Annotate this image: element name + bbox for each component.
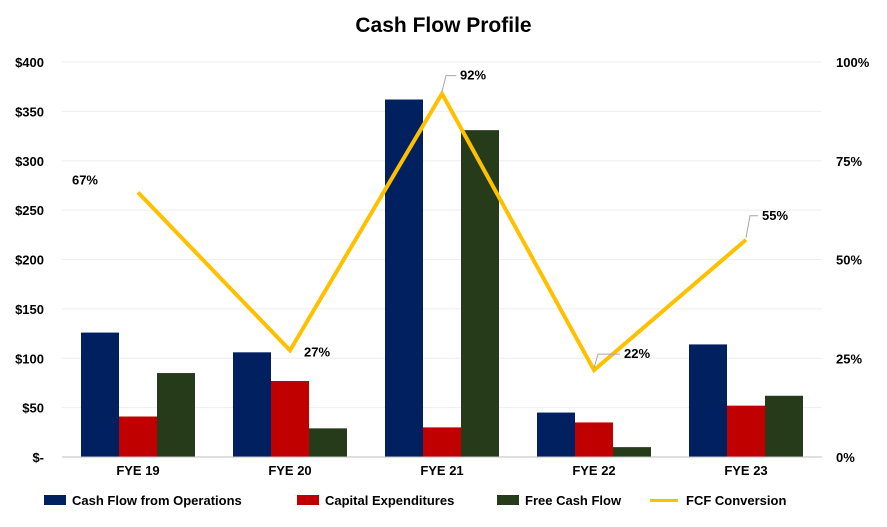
bar [157, 373, 195, 457]
fcf-conversion-line [136, 89, 748, 374]
legend-label: FCF Conversion [686, 492, 787, 508]
bar [423, 427, 461, 457]
legend-item-cash-flow-from-operations: Cash Flow from Operations [44, 490, 242, 510]
axes: $- $50 $100 $150 $200 $250 $300 $350 $400 0% 25% 50… [15, 55, 870, 478]
x-tick-label: FYE 23 [724, 463, 767, 478]
fcf-conversion-polyline [136, 89, 748, 374]
bar [271, 380, 309, 457]
y-right-tick-label: 100% [836, 55, 870, 70]
fcf-conversion-data-label: 67% [72, 172, 98, 187]
y-left-tick-label: $50 [22, 401, 44, 416]
fcf-conversion-data-label: 22% [624, 346, 650, 361]
bars [81, 99, 803, 458]
fcf-conversion-data-label: 27% [304, 344, 330, 359]
bar [385, 99, 423, 458]
x-tick-label: FYE 22 [572, 463, 615, 478]
bar [119, 416, 157, 457]
x-tick-label: FYE 21 [420, 463, 463, 478]
bar [537, 412, 575, 457]
legend-label: Capital Expenditures [325, 492, 455, 508]
y-left-tick-label: $400 [15, 55, 44, 70]
bar [765, 395, 803, 457]
legend-swatch [297, 495, 319, 505]
bar [689, 344, 727, 457]
x-tick-label: FYE 20 [268, 463, 311, 478]
gridlines [62, 61, 822, 409]
legend-item-free-cash-flow: Free Cash Flow [497, 490, 621, 510]
y-left-tick-label: $150 [15, 302, 44, 317]
data-labels: 67% 27% 92% 22% 55% [72, 68, 788, 369]
y-left-tick-label: $350 [15, 104, 44, 119]
legend: Cash Flow from Operations Capital Expend… [0, 490, 887, 510]
y-right-tick-label: 25% [836, 351, 862, 366]
legend-swatch [497, 495, 519, 505]
y-left-tick-label: $200 [15, 253, 44, 268]
bar [461, 130, 499, 457]
legend-swatch [650, 498, 678, 502]
chart-title: Cash Flow Profile [355, 14, 532, 37]
y-left-tick-label: $250 [15, 203, 44, 218]
bar [81, 332, 119, 457]
y-right-tick-label: 0% [836, 450, 855, 465]
data-label-leader [441, 75, 456, 92]
legend-label: Cash Flow from Operations [72, 492, 242, 508]
legend-swatch [44, 495, 66, 505]
y-right-tick-label: 50% [836, 253, 862, 268]
legend-item-capital-expenditures: Capital Expenditures [297, 490, 454, 510]
fcf-conversion-data-label: 55% [762, 208, 788, 223]
bar [233, 352, 271, 457]
bar [727, 405, 765, 457]
fcf-conversion-data-label: 92% [460, 68, 486, 83]
chart-plot: $- $50 $100 $150 $200 $250 $300 $350 $400 0% 25% 50… [15, 55, 870, 478]
data-label-leader [593, 353, 620, 369]
data-label-leader [745, 215, 758, 238]
bar [613, 447, 651, 457]
y-left-tick-label: $- [32, 450, 44, 465]
legend-label: Free Cash Flow [525, 492, 622, 508]
bar [575, 422, 613, 457]
y-left-tick-label: $300 [15, 154, 44, 169]
x-tick-label: FYE 19 [116, 463, 159, 478]
y-right-tick-label: 75% [836, 154, 862, 169]
bar [309, 428, 347, 457]
legend-item-fcf-conversion: FCF Conversion [650, 490, 786, 510]
y-left-tick-label: $100 [15, 351, 44, 366]
